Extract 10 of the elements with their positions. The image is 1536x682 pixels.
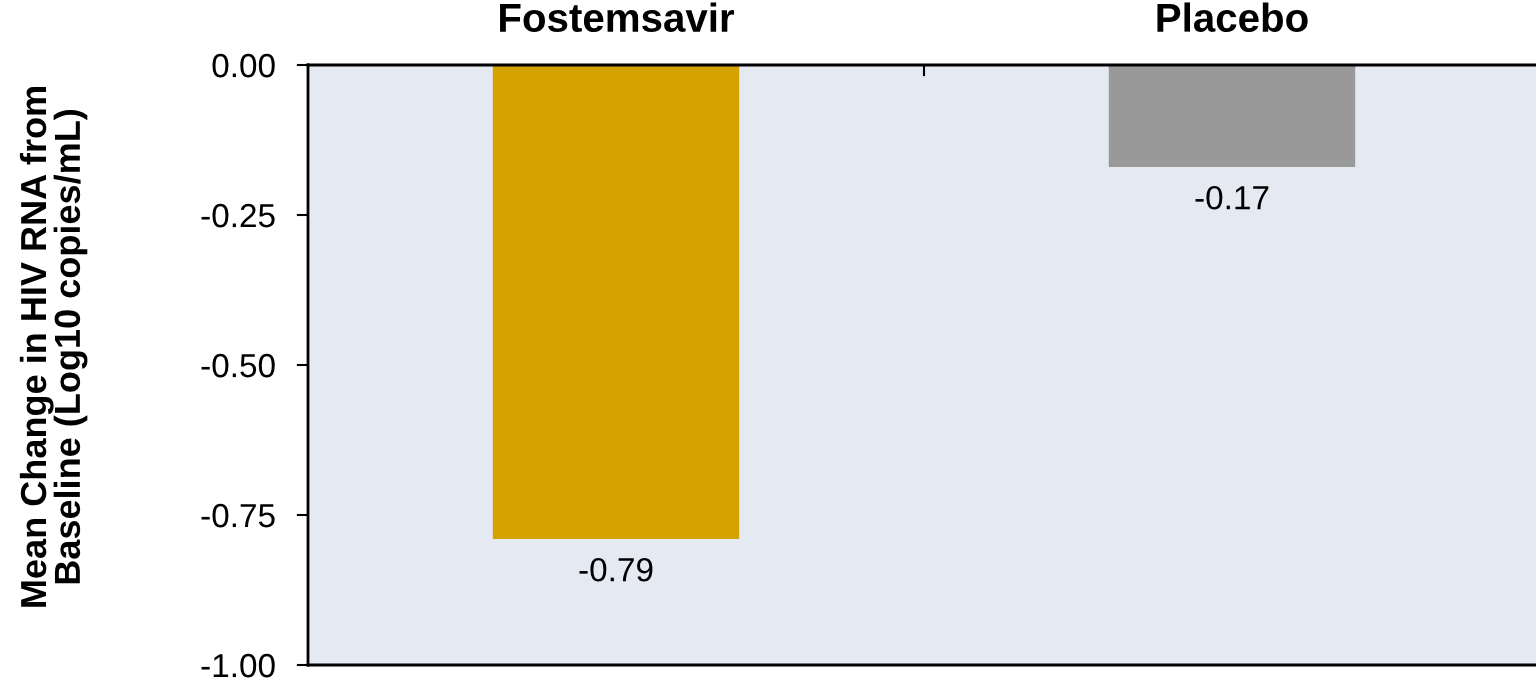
x-tick-label: Placebo	[1157, 2, 1308, 33]
y-tick-label: 0.00	[212, 53, 275, 78]
y-axis-title: Mean Change in HIV RNA from Baseline (Log10 copies/mL)	[19, 87, 88, 607]
x-tick-label: Fostemsavir	[500, 2, 735, 33]
y-tick-label: -0.50	[201, 353, 275, 378]
data-label: -0.17	[1195, 185, 1269, 210]
data-label: -0.79	[579, 557, 653, 582]
y-tick-label: -0.25	[201, 203, 275, 228]
y-tick-label: -0.75	[201, 503, 275, 528]
y-tick-label: -1.00	[201, 653, 275, 678]
